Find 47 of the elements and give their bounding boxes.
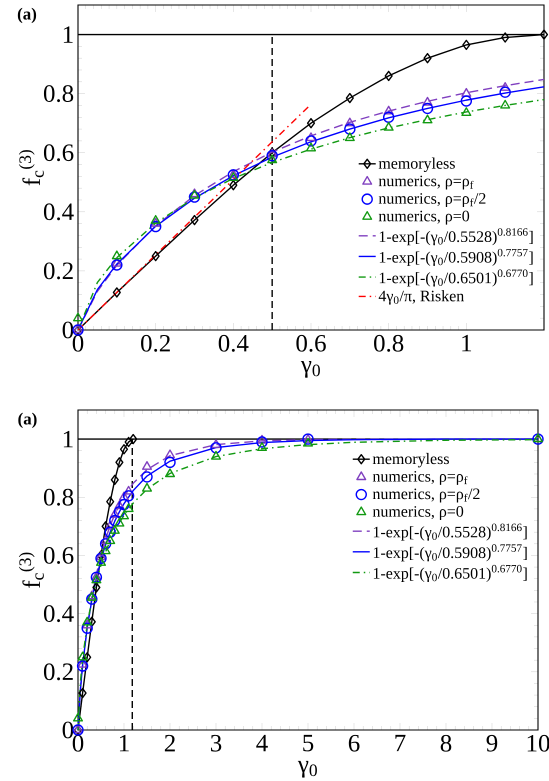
- legend-label: numerics, ρ=0: [378, 210, 470, 225]
- y-tick-label: 0.8: [44, 85, 74, 102]
- y-tick-label: 0.6: [44, 546, 74, 564]
- legend-label: numerics, ρ=ρ$_{f}$: [372, 470, 468, 485]
- x-tick-label: 5: [303, 734, 314, 752]
- x-tick-label: 3: [210, 734, 222, 752]
- legend-label: 1-exp[-(γ$_{0}$/0.5908)$^{0.7757}$]: [374, 544, 527, 562]
- legend-label: numerics, ρ=0: [372, 506, 464, 520]
- legend-label: numerics, ρ=ρ$_{f}$/2: [378, 193, 486, 208]
- chart-title: (a): [18, 412, 37, 428]
- x-tick-label: 1: [462, 334, 472, 352]
- y-tick-label: 0: [62, 722, 74, 738]
- legend-label: 1-exp[-(γ$_{0}$/0.5528)$^{0.8166}$]: [380, 228, 533, 246]
- chart-title: (a): [18, 8, 36, 24]
- x-tick-label: 9: [486, 734, 498, 752]
- y-tick-label: 0.2: [44, 262, 73, 280]
- legend-label: 1-exp[-(γ$_{0}$/0.6501)$^{0.6770}$]: [380, 270, 533, 287]
- legend-label: memoryless: [372, 452, 449, 468]
- x-tick-label: 6: [348, 734, 360, 752]
- legend-label: memoryless: [378, 158, 455, 172]
- y-tick-label: 0.8: [44, 488, 74, 506]
- y-tick-label: 0.4: [44, 605, 74, 622]
- legend-label: numerics, ρ=ρ$_{f}$: [378, 176, 474, 190]
- y-axis-title: f$_{c}$(3): [18, 150, 44, 186]
- x-tick-label: 8: [440, 734, 452, 752]
- y-tick-label: 0.6: [44, 144, 74, 162]
- y-axis-title: f$_{c}$(3): [18, 552, 44, 588]
- legend-label: 4γ$_{0}$/π, Risken: [378, 290, 464, 305]
- legend-label: 1-exp[-(γ$_{0}$/0.6501)$^{0.6770}$]: [374, 564, 527, 582]
- x-tick-label: 4: [256, 734, 268, 752]
- x-tick-label: 7: [395, 734, 406, 752]
- x-axis-title: γ$_{0}$: [300, 360, 320, 378]
- x-tick-label: 1: [120, 734, 129, 752]
- legend-label: 1-exp[-(γ$_{0}$/0.5528)$^{0.8166}$]: [374, 524, 527, 541]
- x-tick-label: 0.2: [141, 334, 170, 352]
- legend-label: numerics, ρ=ρ$_{f}$/2: [372, 488, 480, 502]
- x-tick-label: 0.6: [296, 334, 326, 352]
- y-tick-label: 1: [64, 430, 73, 448]
- y-tick-label: 0.4: [44, 203, 74, 220]
- y-tick-label: 0: [62, 322, 74, 338]
- legend-label: 1-exp[-(γ$_{0}$/0.5908)$^{0.7757}$]: [380, 248, 533, 266]
- x-tick-label: 0.4: [218, 334, 249, 352]
- x-tick-label: 2: [164, 734, 175, 752]
- y-tick-label: 0.2: [44, 663, 73, 680]
- x-axis-title: γ$_{0}$: [298, 760, 317, 778]
- y-tick-label: 1: [64, 26, 73, 43]
- x-tick-label: 0.8: [374, 334, 404, 352]
